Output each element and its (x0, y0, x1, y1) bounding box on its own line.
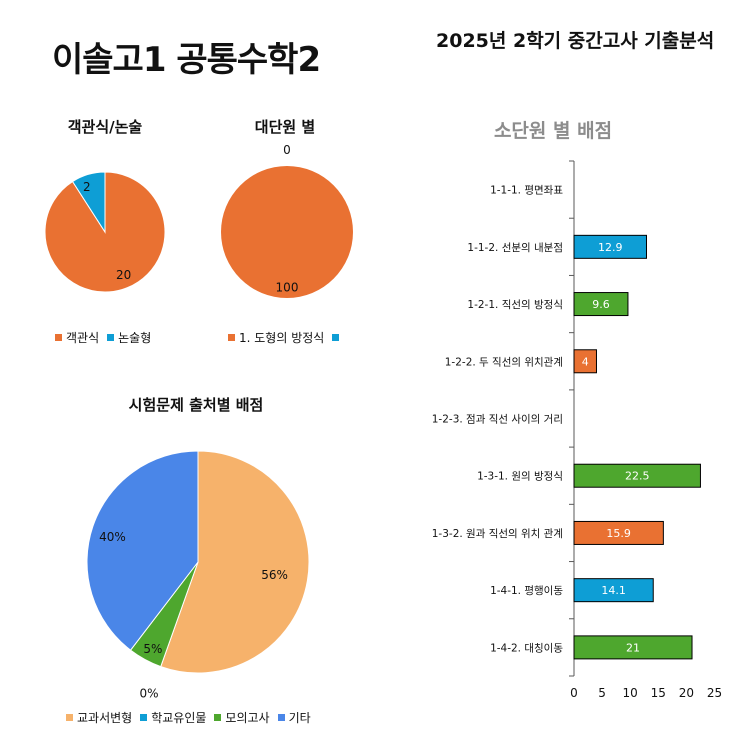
bar-category-label: 1-2-2. 두 직선의 위치관계 (445, 355, 563, 368)
bar (573, 349, 597, 374)
bar-category-label: 1-1-1. 평면좌표 (490, 185, 563, 197)
legend-label: 학교유인물 (151, 711, 207, 725)
pie-major-unit-title: 대단원 별 (254, 118, 316, 136)
legend-label: 1. 도형의 방정식 (239, 331, 325, 345)
legend-swatch (214, 714, 222, 721)
legend-swatch (66, 714, 73, 721)
pie-data-label: 2 (83, 180, 91, 194)
legend-swatch (140, 714, 148, 721)
pie-data-label: 0% (140, 686, 159, 700)
legend-item: 논술형 (107, 329, 151, 346)
bar-x-tick-label: 20 (679, 686, 694, 700)
pie-question-source-title: 시험문제 출처별 배점 (128, 396, 264, 414)
bar (573, 635, 693, 660)
legend-label: 논술형 (118, 331, 152, 345)
legend-swatch (277, 714, 285, 721)
legend-item: 학교유인물 (140, 709, 206, 726)
pie-data-label: 0 (283, 143, 291, 157)
pie-slice (160, 450, 310, 674)
bar-x-tick-label: 5 (598, 686, 606, 700)
bar-category-label: 1-2-3. 점과 직선 사이의 거리 (432, 414, 563, 426)
legend-label: 교과서변형 (77, 711, 133, 725)
bar-x-tick-label: 0 (570, 686, 578, 700)
pie-question-source-legend: 교과서변형 학교유인물 모의고사 기타 (66, 709, 319, 726)
pie-data-label: 20 (116, 268, 131, 282)
bar-category-label: 1-3-1. 원의 방정식 (477, 471, 563, 483)
bar-x-tick-label: 15 (651, 686, 666, 700)
legend-item: 교과서변형 (66, 709, 132, 726)
bar-x-tick-label: 10 (623, 686, 638, 700)
bar-data-label: 14.1 (601, 584, 626, 597)
bar-data-label: 4 (582, 355, 589, 368)
legend-swatch (55, 334, 62, 341)
bar-data-label: 15.9 (606, 527, 631, 540)
bar (573, 578, 654, 603)
legend-swatch (107, 334, 115, 341)
legend-item: 모의고사 (214, 709, 270, 726)
legend-swatch (332, 334, 340, 341)
bar-x-tick-label: 25 (707, 686, 722, 700)
page-title: 이솔고1 공통수학2 (52, 40, 321, 80)
legend-item (332, 334, 343, 341)
legend-item: 기타 (277, 709, 311, 726)
pie-slice (86, 450, 199, 651)
legend-swatch (228, 334, 235, 341)
legend-label: 모의고사 (225, 711, 270, 725)
legend-label: 객관식 (66, 331, 100, 345)
pie-data-label: 5% (143, 642, 162, 656)
pie-slice (71, 171, 106, 234)
bar (573, 234, 647, 259)
pie-data-label: 40% (99, 530, 126, 544)
legend-label: 기타 (288, 711, 311, 725)
bar-category-label: 1-2-1. 직선의 방정식 (467, 299, 563, 311)
legend-item: 객관식 (55, 329, 99, 346)
bar-data-label: 22.5 (625, 470, 650, 483)
pie-data-label: 56% (261, 568, 288, 582)
page-subtitle: 2025년 2학기 중간고사 기출분석 (436, 30, 715, 52)
bar (573, 463, 701, 488)
legend-item: 1. 도형의 방정식 (228, 329, 324, 346)
pie-slice (221, 166, 353, 298)
bar-data-label: 12.9 (598, 241, 623, 254)
pie-question-type-title: 객관식/논술 (67, 118, 143, 136)
bar-data-label: 9.6 (592, 298, 610, 311)
bar-category-label: 1-4-1. 평행이동 (490, 585, 563, 597)
bar (573, 292, 629, 317)
pie-data-label: 100 (276, 280, 299, 294)
bar-sub-unit-title: 소단원 별 배점 (493, 120, 613, 142)
pie-major-unit-legend: 1. 도형의 방정식 (228, 329, 351, 346)
bar (573, 520, 664, 545)
bar-category-label: 1-1-2. 선분의 내분점 (467, 242, 563, 254)
bar-category-label: 1-3-2. 원과 직선의 위치 관계 (432, 527, 563, 540)
bar-category-label: 1-4-2. 대칭이동 (490, 642, 563, 654)
bar-data-label: 21 (626, 641, 640, 654)
pie-question-type-legend: 객관식 논술형 (55, 329, 159, 346)
